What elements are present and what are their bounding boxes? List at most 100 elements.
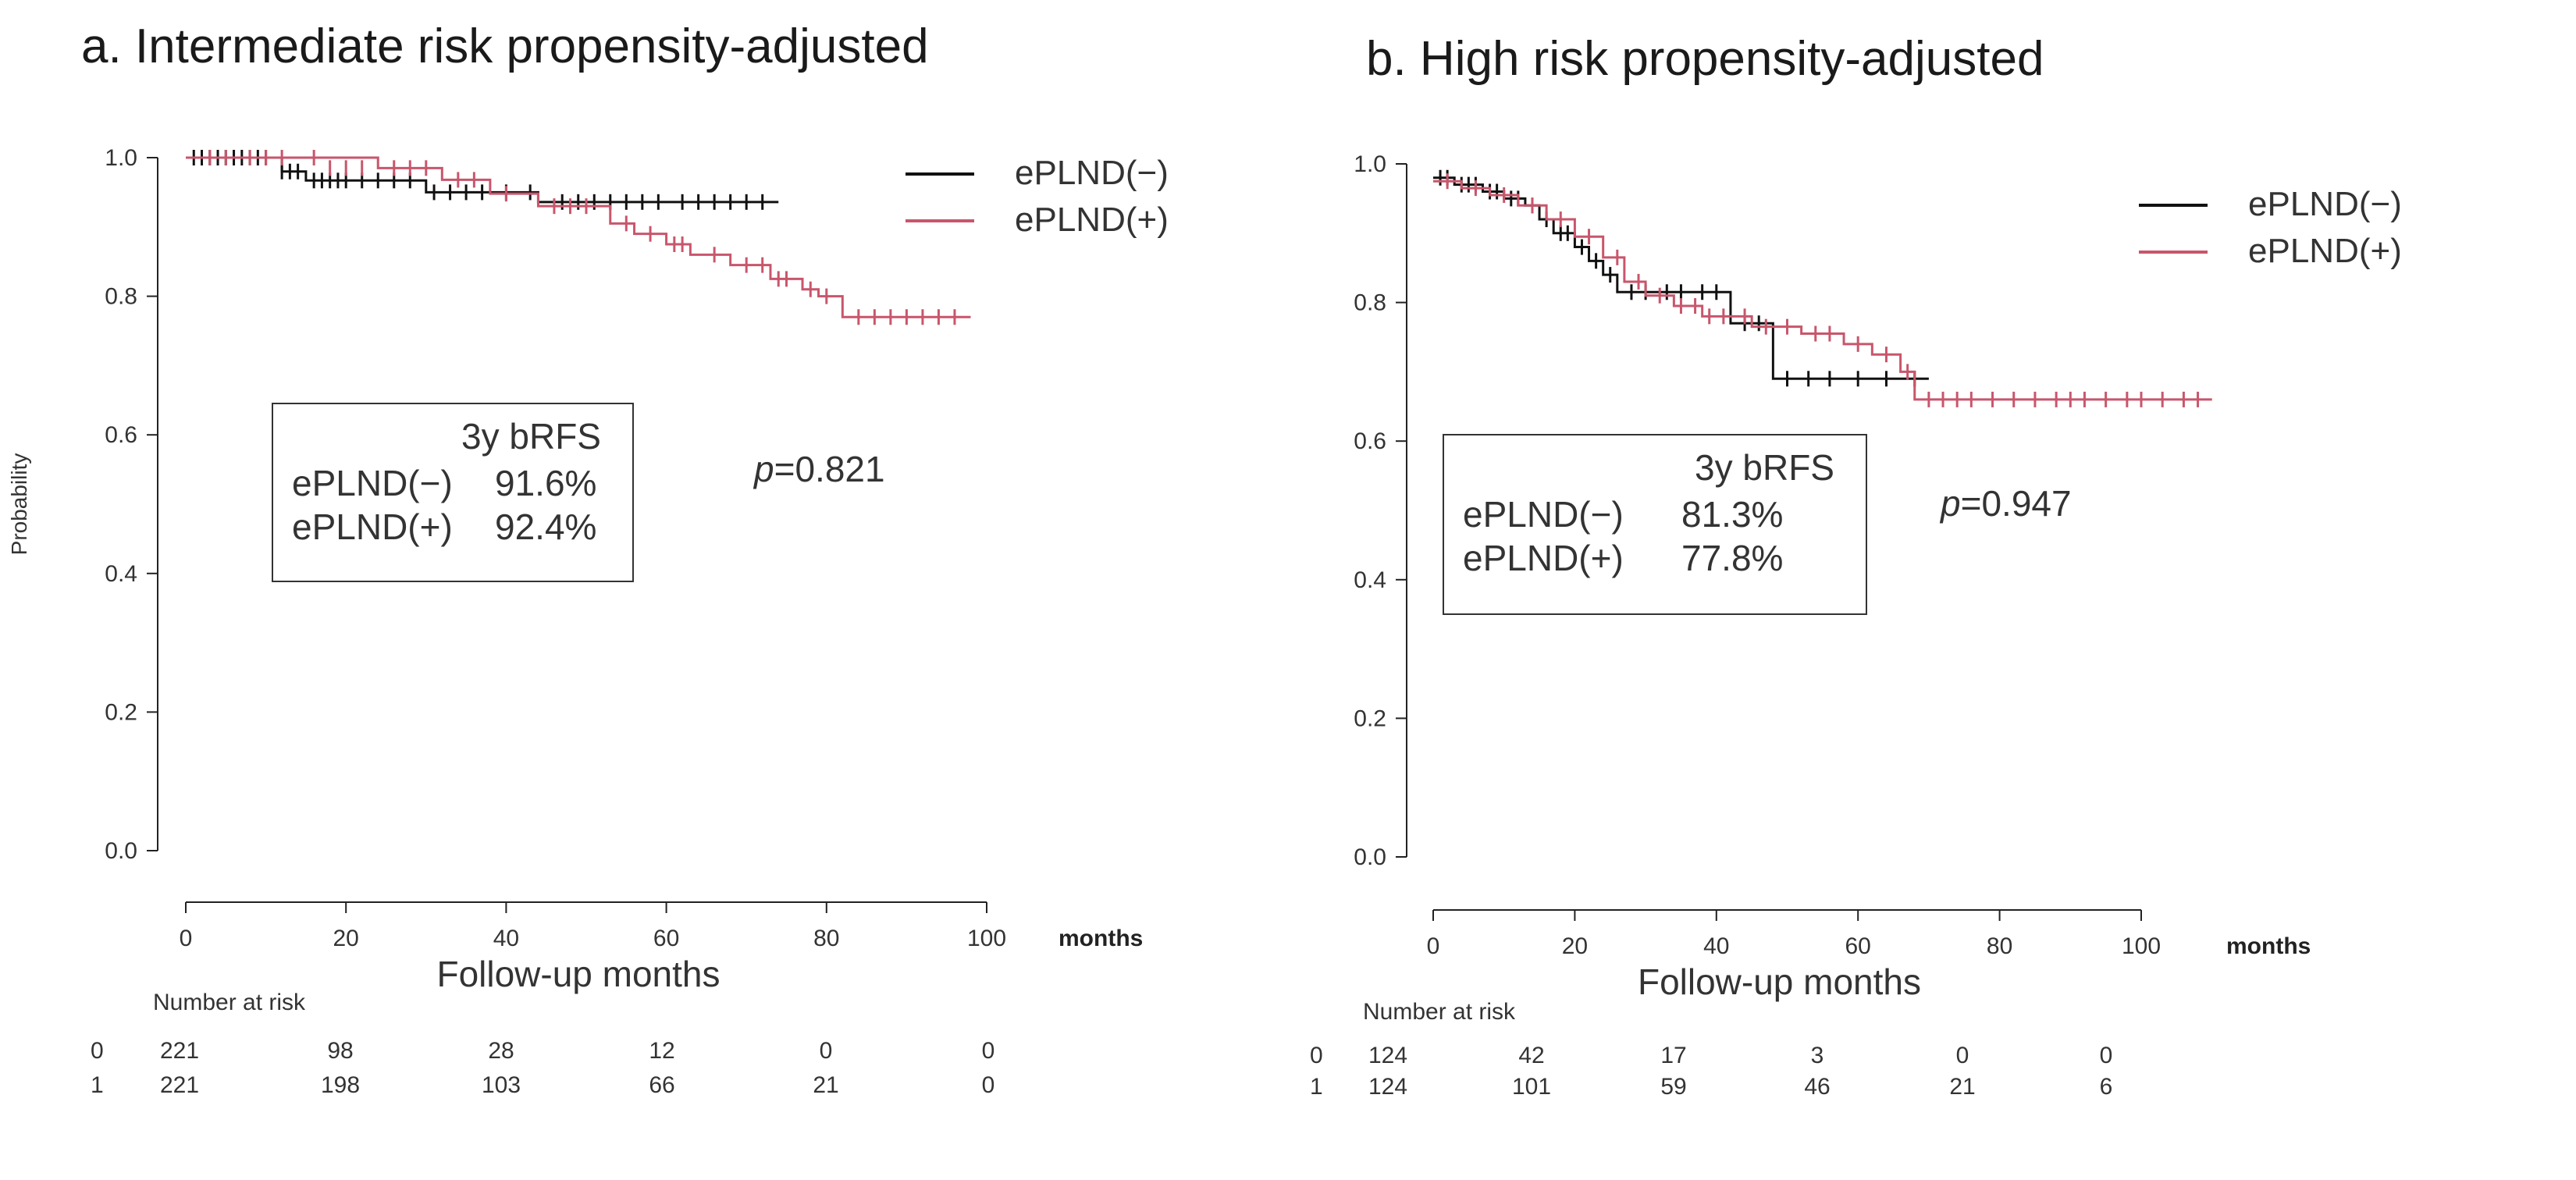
y-tick-label: 1.0 bbox=[105, 145, 137, 171]
x-axis-label: Follow-up months bbox=[436, 954, 720, 994]
stat-value: 91.6% bbox=[495, 463, 597, 503]
legend: ePLND(−) ePLND(+) bbox=[2139, 181, 2404, 275]
y-tick-label: 0.0 bbox=[105, 838, 137, 864]
x-tick-label: 0 bbox=[180, 926, 193, 951]
risk-cell: 101 bbox=[1511, 1074, 1552, 1100]
panel-title: a. Intermediate risk propensity-adjusted bbox=[81, 20, 929, 73]
survival-curve bbox=[1433, 179, 2212, 401]
stat-header: 3y bRFS bbox=[1695, 447, 1834, 488]
y-tick-label: 0.0 bbox=[1354, 844, 1386, 870]
stat-group: ePLND(+) bbox=[1463, 538, 1624, 578]
x-tick-label: 20 bbox=[333, 926, 359, 951]
risk-group-label: 0 bbox=[91, 1038, 104, 1064]
risk-cell: 98 bbox=[327, 1038, 354, 1064]
p-value: p=0.947 bbox=[1941, 482, 2072, 524]
p-value: p=0.821 bbox=[754, 448, 885, 490]
risk-cell: 12 bbox=[649, 1038, 675, 1064]
risk-cell: 6 bbox=[2099, 1074, 2113, 1100]
stat-row: ePLND(−) 81.3% bbox=[1463, 493, 1783, 535]
x-tick-label: 80 bbox=[813, 926, 839, 951]
risk-cell: 0 bbox=[1955, 1043, 1969, 1068]
stat-group: ePLND(−) bbox=[1463, 494, 1624, 535]
y-tick-label: 0.6 bbox=[1354, 428, 1386, 454]
legend-swatch bbox=[2139, 204, 2208, 207]
risk-cell: 0 bbox=[2099, 1043, 2113, 1068]
legend-label: ePLND(+) bbox=[2248, 232, 2402, 270]
p-label: p bbox=[1941, 483, 1961, 524]
y-tick-label: 1.0 bbox=[1354, 151, 1386, 177]
x-tick-label: 20 bbox=[1562, 933, 1588, 959]
risk-cell: 221 bbox=[159, 1072, 200, 1098]
figure-panel-a: a. Intermediate risk propensity-adjusted… bbox=[7, 20, 1171, 1098]
legend-swatch bbox=[906, 172, 974, 176]
stat-box: 3y bRFS ePLND(−) 91.6% ePLND(+) 92.4% bbox=[272, 403, 634, 582]
risk-cell: 124 bbox=[1368, 1074, 1408, 1100]
risk-cell: 0 bbox=[819, 1038, 833, 1064]
stat-value: 92.4% bbox=[495, 506, 597, 547]
risk-cell: 28 bbox=[488, 1038, 514, 1064]
stat-value: 81.3% bbox=[1681, 494, 1784, 535]
stat-group: ePLND(−) bbox=[292, 463, 453, 503]
risk-cell: 221 bbox=[159, 1038, 200, 1064]
y-tick-label: 0.2 bbox=[1354, 706, 1386, 731]
legend-item: ePLND(+) bbox=[2139, 228, 2404, 275]
risk-cell: 198 bbox=[320, 1072, 361, 1098]
y-axis-label: Probability bbox=[7, 453, 31, 556]
y-tick-label: 0.8 bbox=[1354, 290, 1386, 316]
p-label: p bbox=[754, 449, 774, 489]
stat-group: ePLND(+) bbox=[292, 506, 453, 547]
x-tick-label: 40 bbox=[1703, 933, 1729, 959]
stat-value: 77.8% bbox=[1681, 538, 1784, 578]
risk-cell: 21 bbox=[1949, 1074, 1976, 1100]
risk-group-label: 1 bbox=[1310, 1074, 1323, 1100]
risk-group-label: 0 bbox=[1310, 1043, 1323, 1068]
x-tick-label: 80 bbox=[1987, 933, 2012, 959]
x-tick-label: 40 bbox=[493, 926, 519, 951]
stat-row: ePLND(+) 92.4% bbox=[292, 506, 596, 548]
km-chart: 0.0 0.2 0.4 0.6 0.8 1.0 0 20 40 60 80 100 months Foll… bbox=[1354, 151, 2311, 1002]
risk-table-header: Number at risk bbox=[1363, 999, 1516, 1025]
legend: ePLND(−) ePLND(+) bbox=[906, 150, 1171, 243]
stat-header: 3y bRFS bbox=[461, 416, 601, 457]
risk-cell: 0 bbox=[981, 1072, 995, 1098]
y-tick-label: 0.8 bbox=[105, 284, 137, 310]
risk-cell: 17 bbox=[1660, 1043, 1687, 1068]
risk-cell: 0 bbox=[981, 1038, 995, 1064]
x-axis-label: Follow-up months bbox=[1638, 961, 1921, 1002]
stat-row: ePLND(+) 77.8% bbox=[1463, 537, 1783, 579]
y-tick-label: 0.4 bbox=[1354, 567, 1386, 593]
legend-label: ePLND(−) bbox=[2248, 185, 2402, 223]
legend-item: ePLND(−) bbox=[2139, 181, 2404, 228]
y-tick-label: 0.4 bbox=[105, 561, 137, 587]
x-tick-label: 60 bbox=[1845, 933, 1871, 959]
p-number: =0.821 bbox=[774, 449, 885, 489]
p-number: =0.947 bbox=[1960, 483, 2072, 524]
risk-table-header: Number at risk bbox=[153, 990, 306, 1015]
risk-group-label: 1 bbox=[91, 1072, 104, 1098]
risk-cell: 59 bbox=[1660, 1074, 1687, 1100]
stat-row: ePLND(−) 91.6% bbox=[292, 462, 596, 504]
km-chart: 0.0 0.2 0.4 0.6 0.8 1.0 0 20 40 60 80 100 months Foll… bbox=[7, 145, 1143, 994]
risk-cell: 21 bbox=[813, 1072, 839, 1098]
risk-cell: 103 bbox=[481, 1072, 521, 1098]
panel-title: b. High risk propensity-adjusted bbox=[1366, 32, 2044, 86]
survival-curve bbox=[186, 156, 971, 318]
risk-cell: 42 bbox=[1518, 1043, 1545, 1068]
x-axis-unit-label: months bbox=[1059, 926, 1143, 951]
risk-cell: 66 bbox=[649, 1072, 675, 1098]
legend-label: ePLND(−) bbox=[1015, 154, 1169, 192]
x-tick-label: 60 bbox=[653, 926, 679, 951]
figure-panel-b: b. High risk propensity-adjusted 0.0 0.2 0… bbox=[1288, 0, 2576, 1180]
risk-cell: 3 bbox=[1810, 1043, 1824, 1068]
legend-item: ePLND(−) bbox=[906, 150, 1171, 197]
stat-box: 3y bRFS ePLND(−) 81.3% ePLND(+) 77.8% bbox=[1443, 434, 1867, 615]
legend-swatch bbox=[2139, 251, 2208, 254]
survival-curve bbox=[1433, 176, 1929, 380]
legend-item: ePLND(+) bbox=[906, 197, 1171, 243]
y-tick-label: 0.2 bbox=[105, 699, 137, 725]
risk-cell: 46 bbox=[1804, 1074, 1831, 1100]
x-axis-unit-label: months bbox=[2226, 933, 2311, 959]
x-tick-label: 100 bbox=[967, 926, 1006, 951]
y-tick-label: 0.6 bbox=[105, 422, 137, 448]
x-tick-label: 0 bbox=[1427, 933, 1440, 959]
